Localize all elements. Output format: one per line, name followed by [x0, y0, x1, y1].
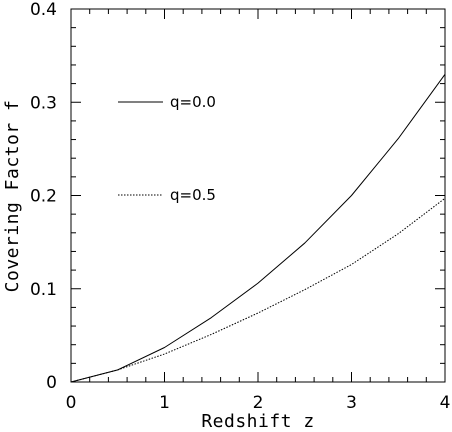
- x-tick-label: 4: [440, 393, 451, 413]
- x-tick-label: 2: [253, 393, 264, 413]
- x-tick-label: 1: [159, 393, 170, 413]
- y-tick-label: 0.4: [30, 0, 57, 20]
- series-line-q-0-5: [70, 197, 446, 383]
- legend-label: q=0.5: [170, 186, 216, 204]
- y-axis-label: Covering Factor f: [2, 100, 23, 293]
- y-tick-label: 0.2: [30, 187, 57, 207]
- y-tick-label: 0: [46, 373, 57, 393]
- y-tick-label: 0.1: [30, 280, 57, 300]
- x-tick-label: 3: [346, 393, 357, 413]
- x-axis-label: Redshift z: [201, 411, 314, 432]
- y-tick-label: 0.3: [30, 93, 57, 113]
- legend-label: q=0.0: [170, 93, 216, 111]
- series-line-q-0-0: [70, 73, 446, 383]
- x-tick-label: 0: [66, 393, 77, 413]
